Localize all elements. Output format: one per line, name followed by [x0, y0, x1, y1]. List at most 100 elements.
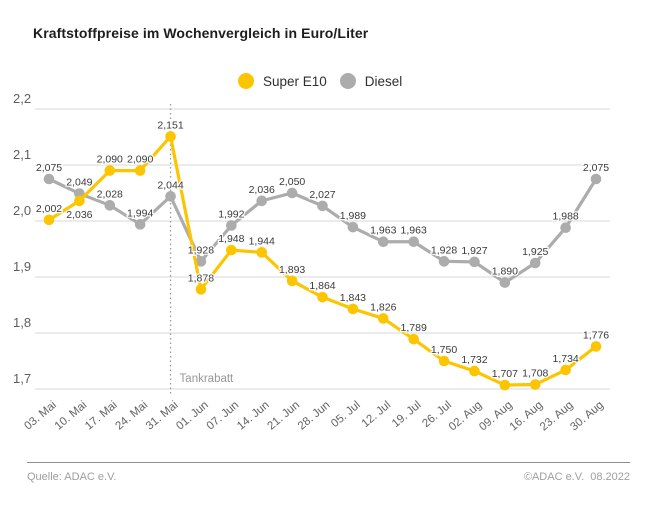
- data-point-super-e10: [256, 247, 268, 258]
- data-point-label-diesel: 1,925: [522, 246, 548, 258]
- data-point-super-e10: [438, 355, 450, 367]
- data-point-label-diesel: 1,928: [188, 244, 214, 256]
- x-axis-label: 01. Jun: [174, 399, 211, 432]
- data-point-label-diesel: 2,050: [279, 176, 305, 188]
- copyright-note: ©ADAC e.V. 08.2022: [523, 471, 630, 483]
- data-point-super-e10: [529, 379, 541, 390]
- x-axis-label: 23. Aug: [538, 399, 576, 433]
- data-point-super-e10: [104, 165, 116, 176]
- data-point-label-super-e10: 2,002: [36, 203, 62, 215]
- data-point-label-super-e10: 1,708: [522, 368, 548, 380]
- data-point-diesel: [560, 222, 571, 234]
- data-point-label-super-e10: 1,734: [552, 353, 578, 365]
- data-point-label-diesel: 1,994: [127, 207, 153, 219]
- data-point-label-diesel: 2,049: [66, 177, 92, 189]
- x-axis-label: 16. Aug: [508, 399, 546, 433]
- x-axis-label: 09. Aug: [477, 399, 515, 433]
- y-axis-label: 2,0: [13, 203, 31, 218]
- x-axis-label: 21. Jun: [265, 399, 302, 432]
- x-axis-label: 10. Mai: [53, 399, 90, 432]
- data-point-label-diesel: 1,963: [370, 225, 396, 237]
- data-point-label-super-e10: 1,789: [401, 322, 427, 334]
- data-point-diesel: [438, 256, 450, 267]
- data-point-diesel: [317, 200, 328, 212]
- data-point-label-super-e10: 2,036: [66, 209, 92, 221]
- footer: Quelle: ADAC e.V. ©ADAC e.V. 08.2022: [27, 471, 630, 483]
- data-point-diesel: [529, 257, 541, 269]
- tankrabatt-label: Tankrabatt: [180, 373, 235, 385]
- x-axis-label: 17. Mai: [83, 399, 120, 432]
- legend-item-super-e10: Super E10: [238, 73, 327, 89]
- data-point-diesel: [377, 236, 389, 248]
- super-e10-dot-icon: [238, 73, 254, 89]
- data-point-diesel: [408, 236, 419, 248]
- data-point-diesel: [195, 256, 207, 267]
- source-note: Quelle: ADAC e.V.: [27, 471, 117, 483]
- legend-label-diesel: Diesel: [364, 73, 403, 89]
- data-point-super-e10: [560, 364, 571, 376]
- x-axis-label: 02. Aug: [447, 399, 485, 433]
- y-axis-label: 2,1: [13, 147, 31, 162]
- x-axis-label: 07. Jun: [205, 399, 242, 432]
- data-point-label-super-e10: 1,893: [279, 264, 305, 276]
- x-axis-label: 24. Mai: [113, 399, 150, 432]
- data-point-diesel: [469, 256, 480, 268]
- data-point-super-e10: [74, 195, 85, 207]
- data-point-diesel: [43, 173, 55, 185]
- data-point-label-diesel: 1,988: [552, 211, 578, 223]
- legend-label-super-e10: Super E10: [263, 73, 327, 89]
- data-point-label-diesel: 2,075: [36, 162, 62, 174]
- data-point-label-diesel: 2,075: [583, 162, 609, 174]
- x-axis-label: 28. Jun: [296, 399, 333, 432]
- data-point-label-diesel: 1,963: [401, 225, 427, 237]
- data-point-label-diesel: 1,927: [461, 245, 487, 257]
- data-point-super-e10: [226, 244, 237, 256]
- data-point-diesel: [499, 277, 511, 288]
- data-point-label-super-e10: 1,948: [218, 233, 244, 245]
- data-point-diesel: [226, 220, 237, 231]
- series-line-super-e10: [48, 134, 597, 387]
- data-point-label-super-e10: 2,151: [157, 119, 183, 131]
- data-point-diesel: [590, 173, 602, 185]
- data-point-label-super-e10: 1,732: [461, 354, 487, 366]
- data-point-super-e10: [43, 214, 55, 226]
- x-axis-label: 30. Aug: [568, 399, 606, 433]
- diesel-dot-icon: [339, 73, 356, 89]
- data-point-label-diesel: 1,890: [492, 266, 518, 278]
- data-point-label-super-e10: 1,843: [340, 292, 366, 304]
- data-point-diesel: [104, 200, 116, 211]
- data-point-super-e10: [165, 131, 176, 142]
- data-point-label-super-e10: 1,944: [249, 235, 275, 247]
- y-axis-label: 2,2: [13, 91, 31, 106]
- data-point-super-e10: [347, 303, 359, 315]
- data-point-label-super-e10: 1,878: [188, 272, 214, 284]
- data-point-label-super-e10: 1,826: [370, 301, 396, 313]
- data-point-label-super-e10: 2,090: [127, 154, 153, 166]
- data-point-label-super-e10: 1,864: [309, 280, 335, 292]
- data-point-super-e10: [134, 165, 146, 176]
- y-axis-label: 1,8: [13, 315, 31, 330]
- data-point-super-e10: [408, 333, 419, 345]
- data-point-super-e10: [499, 379, 511, 391]
- data-point-diesel: [165, 191, 176, 202]
- data-point-diesel: [256, 195, 268, 207]
- data-point-label-diesel: 1,928: [431, 244, 457, 256]
- chart-legend: Super E10 Diesel: [238, 73, 402, 89]
- data-point-diesel: [134, 219, 146, 230]
- data-point-super-e10: [469, 365, 480, 377]
- x-axis-label: 14. Jun: [235, 399, 272, 432]
- data-point-label-super-e10: 1,750: [431, 344, 457, 356]
- data-point-super-e10: [317, 291, 328, 303]
- footer-divider: [27, 462, 630, 463]
- x-axis-label: 31. Mai: [144, 399, 181, 432]
- legend-item-diesel: Diesel: [339, 73, 403, 89]
- data-point-super-e10: [590, 341, 602, 352]
- data-point-super-e10: [195, 284, 207, 295]
- chart-title: Kraftstoffpreise im Wochenvergleich in E…: [33, 25, 369, 41]
- data-point-label-super-e10: 1,776: [583, 329, 609, 341]
- x-axis-label: 05. Jul: [329, 399, 363, 430]
- data-point-label-diesel: 2,028: [97, 188, 123, 200]
- x-axis-label: 12. Jul: [360, 399, 394, 430]
